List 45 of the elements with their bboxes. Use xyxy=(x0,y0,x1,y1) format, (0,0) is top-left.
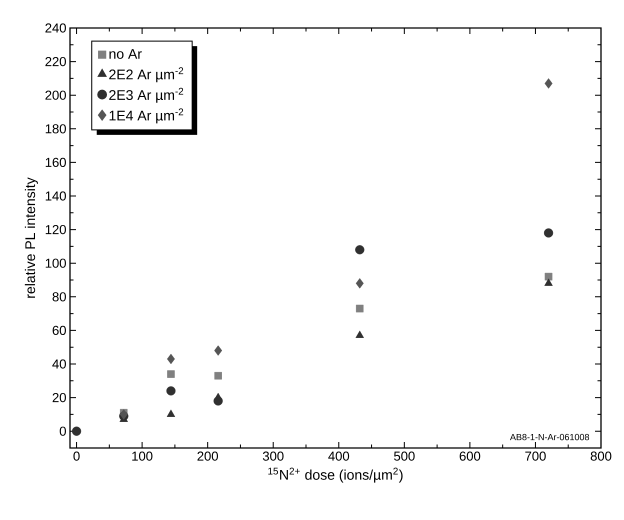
point xyxy=(214,372,222,380)
y-tick-label: 140 xyxy=(46,191,66,201)
point xyxy=(166,410,176,417)
y-tick-label: 180 xyxy=(46,124,66,134)
point xyxy=(356,330,364,338)
y-tick-label: 240 xyxy=(45,23,66,33)
point xyxy=(544,78,553,89)
point xyxy=(544,272,552,280)
y-tick-label: 80 xyxy=(52,292,66,302)
x-tick-label: 600 xyxy=(460,452,480,461)
point xyxy=(356,304,364,312)
point xyxy=(214,396,223,406)
x-tick-label: 200 xyxy=(197,452,218,461)
y-tick-label: 20 xyxy=(52,392,66,402)
x-tick-label: 500 xyxy=(394,452,415,461)
y-tick-label: 120 xyxy=(46,224,66,234)
x-tick-label: 0 xyxy=(73,452,80,461)
x-tick-label: 100 xyxy=(132,452,152,461)
point xyxy=(167,370,175,378)
y-tick-label: 220 xyxy=(45,56,66,66)
legend-label: no Ar xyxy=(109,49,142,59)
y-tick-label: 40 xyxy=(52,359,66,369)
x-tick-label: 800 xyxy=(590,452,612,461)
point xyxy=(355,245,364,254)
point xyxy=(214,345,222,356)
legend-label: 1E4 Ar µm$^{-2}$ xyxy=(110,108,184,124)
point xyxy=(167,354,175,364)
legend-label: 2E3 Ar µm$^{-2}$ xyxy=(109,88,184,103)
x-tick-label: 400 xyxy=(328,452,350,461)
point xyxy=(166,386,176,396)
x-tick-label: 700 xyxy=(525,452,546,461)
y-tick-label: 0 xyxy=(60,426,66,436)
x-tick-label: 300 xyxy=(262,452,284,461)
point xyxy=(544,228,554,238)
point xyxy=(72,426,82,436)
legend-label: 2E2 Ar µm$^{-2}$ xyxy=(109,67,184,82)
y-tick-label: 60 xyxy=(52,326,66,335)
y-tick-label: 200 xyxy=(45,90,66,100)
y-tick-label: 100 xyxy=(46,258,66,268)
point xyxy=(544,278,553,286)
x-axis-title: $^{15}$N$^{2+}$ dose (ions/µm$^{2}$) xyxy=(268,468,403,483)
y-tick-label: 160 xyxy=(46,158,66,167)
point xyxy=(356,278,364,289)
annotation: AB8-1-N-Ar-061008 xyxy=(510,434,590,440)
y-axis-title: relative PL intensity xyxy=(24,177,38,298)
